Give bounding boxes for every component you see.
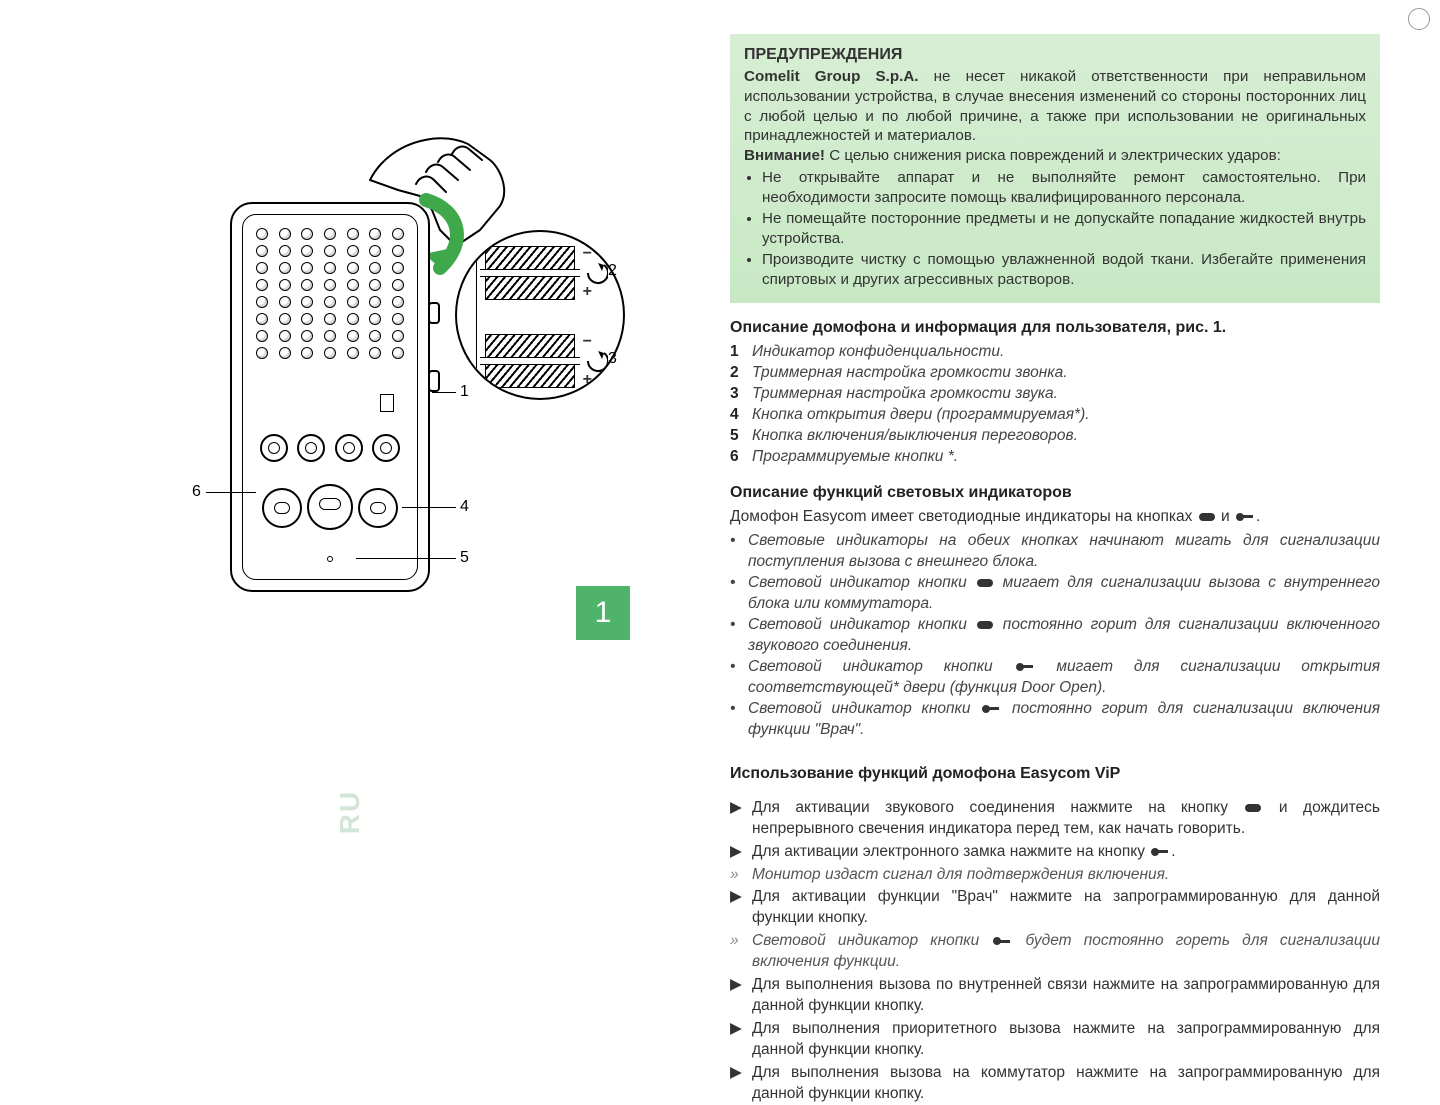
prog-button — [297, 434, 325, 462]
led-item: Световые индикаторы на обеих кнопках нач… — [730, 531, 1380, 573]
vip-item: ▶Для выполнения вызова на коммутатор наж… — [730, 1063, 1380, 1105]
figure-1: − + − + — [170, 140, 630, 640]
leader-4 — [402, 507, 456, 508]
text-column: ПРЕДУПРЕЖДЕНИЯ Comelit Group S.p.A. не н… — [720, 0, 1440, 942]
figure-column: − + − + — [0, 0, 720, 942]
microphone — [327, 556, 333, 562]
desc-item: 4Кнопка открытия двери (программируемая*… — [730, 405, 1380, 426]
vip-title: Использование функций домофона Easycom V… — [730, 763, 1380, 784]
callout-label-6: 6 — [192, 483, 201, 501]
vip-item: ▶Для активации звукового соединения нажм… — [730, 798, 1380, 840]
magnifier-detail: − + − + — [455, 230, 625, 400]
prog-button — [372, 434, 400, 462]
talk-icon — [977, 579, 993, 587]
warning-box: ПРЕДУПРЕЖДЕНИЯ Comelit Group S.p.A. не н… — [730, 34, 1380, 303]
callout-label-4: 4 — [460, 498, 469, 516]
key-icon — [1236, 513, 1254, 521]
vip-list: ▶Для активации звукового соединения нажм… — [730, 798, 1380, 1105]
warning-bullet: Производите чистку с помощью увлажненной… — [762, 250, 1366, 290]
warning-attention: Внимание! С целью снижения риска поврежд… — [744, 146, 1366, 166]
privacy-led — [380, 394, 394, 412]
vip-item: »Световой индикатор кнопки будет постоян… — [730, 931, 1380, 973]
led-item: Световой индикатор кнопки мигает для сиг… — [730, 657, 1380, 699]
warning-bullet: Не помещайте посторонние предметы и не д… — [762, 209, 1366, 249]
aux-button — [358, 488, 398, 528]
prog-button — [335, 434, 363, 462]
leader-6 — [206, 492, 256, 493]
callout-label-2: 2 — [608, 262, 617, 280]
vip-item: ▶Для выполнения приоритетного вызова наж… — [730, 1019, 1380, 1061]
warning-title: ПРЕДУПРЕЖДЕНИЯ — [744, 44, 1366, 65]
description-list: 1Индикатор конфиденциальности. 2Триммерн… — [730, 342, 1380, 468]
attention-text: С целью снижения риска повреждений и эле… — [825, 147, 1281, 164]
talk-icon — [1245, 804, 1261, 812]
vip-item: ▶Для активации электронного замка нажмит… — [730, 842, 1380, 863]
prog-button — [260, 434, 288, 462]
led-item: Световой индикатор кнопки постоянно гори… — [730, 615, 1380, 657]
leader-1 — [432, 392, 456, 393]
attention-label: Внимание! — [744, 147, 825, 164]
callout-label-1: 1 — [460, 383, 469, 401]
warning-bullets: Не открывайте аппарат и не выполняйте ре… — [744, 168, 1366, 290]
desc-item: 3Триммерная настройка громкости звука. — [730, 384, 1380, 405]
led-list: Световые индикаторы на обеих кнопках нач… — [730, 531, 1380, 740]
led-item: Световой индикатор кнопки постоянно гори… — [730, 699, 1380, 741]
leader-5 — [356, 558, 456, 559]
page: − + − + — [0, 0, 1440, 942]
led-title: Описание функций световых индикаторов — [730, 482, 1380, 503]
vip-item: ▶Для выполнения вызова по внутренней свя… — [730, 975, 1380, 1017]
warning-bullet: Не открывайте аппарат и не выполняйте ре… — [762, 168, 1366, 208]
desc-item: 1Индикатор конфиденциальности. — [730, 342, 1380, 363]
led-intro: Домофон Easycom имеет светодиодные индик… — [730, 507, 1380, 527]
key-icon — [982, 705, 1000, 713]
talk-icon — [977, 621, 993, 629]
desc-item: 2Триммерная настройка громкости звонка. — [730, 363, 1380, 384]
key-icon — [1151, 848, 1169, 856]
desc-item: 5Кнопка включения/выключения переговоров… — [730, 426, 1380, 447]
intercom-device — [230, 202, 430, 592]
speaker-grid — [256, 228, 404, 388]
talk-icon — [1199, 513, 1215, 521]
figure-number-badge: 1 — [576, 586, 630, 640]
small-button-row — [260, 434, 400, 462]
door-button — [262, 488, 302, 528]
company-name: Comelit Group S.p.A. — [744, 68, 919, 85]
callout-label-3: 3 — [608, 350, 617, 368]
talk-button — [307, 484, 353, 530]
trimmer-3: − + — [485, 334, 575, 388]
led-item: Световой индикатор кнопки мигает для сиг… — [730, 573, 1380, 615]
language-tag: RU — [310, 782, 390, 842]
vip-item: ▶Для активации функции "Врач" нажмите на… — [730, 887, 1380, 929]
vip-item: »Монитор издаст сигнал для подтверждения… — [730, 865, 1380, 886]
warning-paragraph-1: Comelit Group S.p.A. не несет никакой от… — [744, 67, 1366, 146]
trimmer-2: − + — [485, 246, 575, 300]
callout-label-5: 5 — [460, 549, 469, 567]
key-icon — [993, 937, 1011, 945]
key-icon — [1016, 663, 1034, 671]
desc-item: 6Программируемые кнопки *. — [730, 447, 1380, 468]
description-title: Описание домофона и информация для польз… — [730, 317, 1380, 338]
